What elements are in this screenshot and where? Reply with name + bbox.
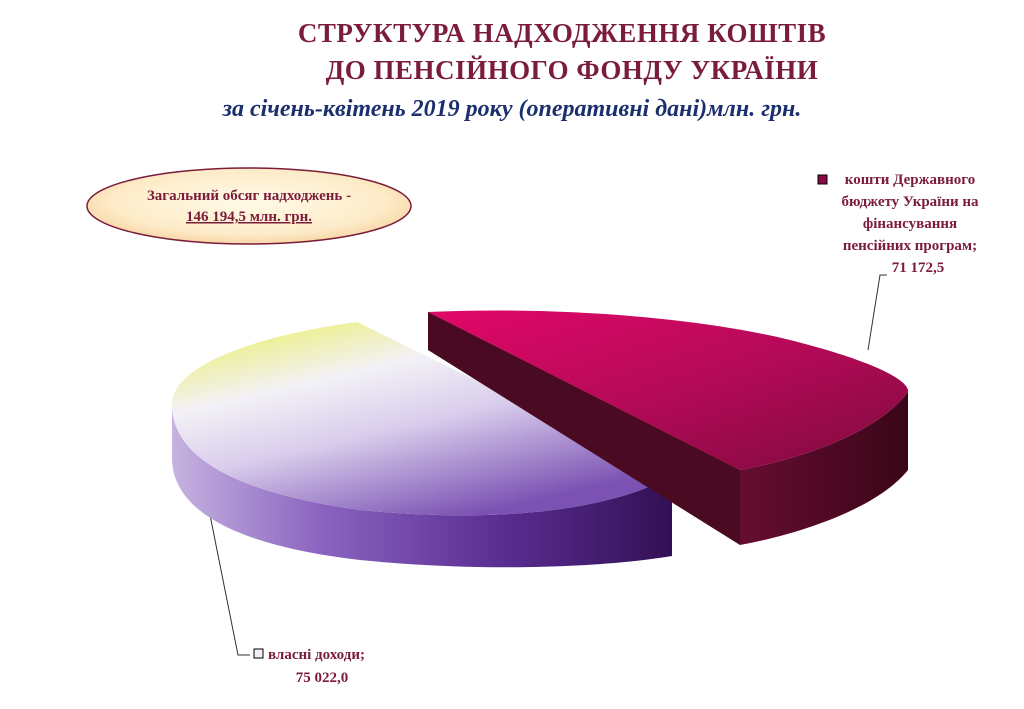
total-callout: Загальний обсяг надходжень - 146 194,5 м… bbox=[86, 167, 412, 245]
budget-slice-label: кошти Державного бюджету України на фіна… bbox=[817, 172, 979, 276]
own-income-label-line-1: власні доходи; bbox=[268, 647, 365, 663]
slice-state-budget bbox=[428, 310, 909, 545]
chart-title-line-2: ДО ПЕНСІЙНОГО ФОНДУ УКРАЇНИ bbox=[325, 55, 819, 85]
total-callout-ellipse bbox=[86, 167, 412, 245]
budget-label-line-2: бюджету України на bbox=[841, 194, 979, 210]
slice-own-income bbox=[172, 322, 672, 568]
slice-own-income-side bbox=[172, 404, 672, 568]
slice-own-income-top bbox=[172, 322, 672, 516]
budget-value-label: 71 172,5 bbox=[892, 260, 945, 276]
total-label: Загальний обсяг надходжень - bbox=[147, 188, 351, 204]
chart-title-line-1: СТРУКТУРА НАДХОДЖЕННЯ КОШТІВ bbox=[297, 18, 827, 48]
total-value: 146 194,5 млн. грн. bbox=[186, 209, 312, 225]
own-income-value-label: 75 022,0 bbox=[296, 670, 349, 686]
own-leader-line bbox=[209, 514, 250, 656]
chart-subtitle: за січень-квітень 2019 року (оперативні … bbox=[222, 96, 802, 122]
budget-label-line-3: фінансування bbox=[863, 216, 957, 232]
budget-leader-line bbox=[867, 274, 887, 351]
slice-state-budget-top bbox=[428, 310, 909, 470]
budget-label-line-4: пенсійних програм; bbox=[843, 238, 977, 254]
budget-legend-marker bbox=[817, 174, 828, 185]
slice-state-budget-side bbox=[428, 312, 908, 545]
own-income-slice-label: власні доходи; 75 022,0 bbox=[253, 647, 365, 686]
budget-label-line-1: кошти Державного bbox=[845, 172, 975, 188]
own-income-legend-marker bbox=[253, 648, 264, 659]
slice-state-budget-cut-face bbox=[428, 312, 740, 545]
